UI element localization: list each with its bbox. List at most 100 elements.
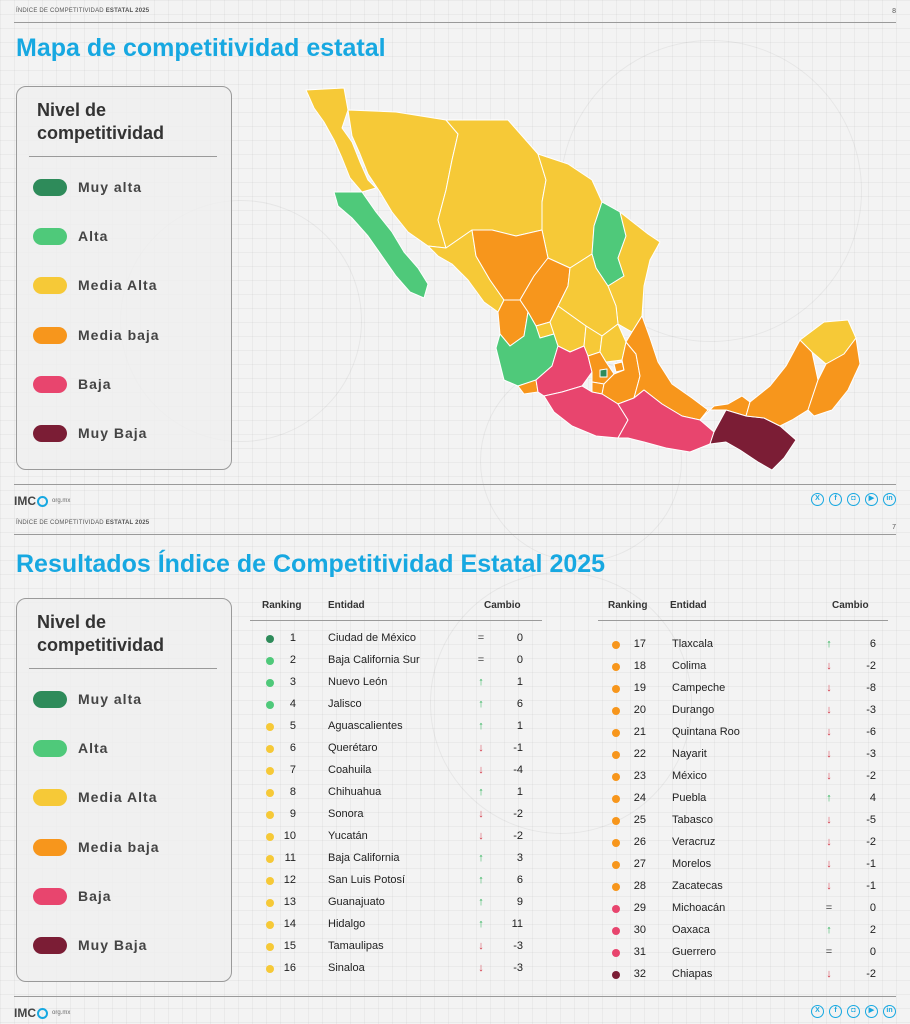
page-title: Mapa de competitividad estatal (16, 34, 386, 62)
entity-name: Michoacán (672, 902, 726, 914)
level-dot (612, 663, 620, 671)
legend-divider (29, 668, 217, 669)
entity-name: Sonora (328, 808, 364, 820)
instagram-icon[interactable]: ◘ (847, 493, 860, 506)
legend-label: Media baja (78, 327, 160, 343)
facebook-icon[interactable]: f (829, 1005, 842, 1018)
rank-value: 12 (283, 874, 296, 886)
change-value: -6 (866, 726, 876, 738)
mexico-states-map (305, 87, 861, 471)
instagram-icon[interactable]: ◘ (847, 1005, 860, 1018)
change-value: 0 (516, 632, 523, 644)
change-value: -8 (866, 682, 876, 694)
change-value: 1 (516, 676, 523, 688)
rank-value: 28 (633, 880, 646, 892)
entity-name: Sinaloa (328, 962, 365, 974)
arrow-up-icon: ↑ (478, 896, 484, 908)
level-dot (612, 707, 620, 715)
arrow-down-icon: ↓ (478, 742, 484, 754)
youtube-icon[interactable]: ▶ (865, 493, 878, 506)
equal-icon: = (477, 654, 485, 666)
legend-label: Muy Baja (78, 425, 148, 441)
entity-name: Durango (672, 704, 715, 716)
level-dot (266, 657, 274, 665)
change-value: 2 (869, 924, 876, 936)
facebook-icon[interactable]: f (829, 493, 842, 506)
entity-name: Puebla (672, 792, 707, 804)
arrow-up-icon: ↑ (826, 924, 832, 936)
level-dot (266, 855, 274, 863)
level-dot (612, 817, 620, 825)
table-row: 20 Durango ↓ -3 (0, 704, 910, 718)
header-entidad-right: Entidad (670, 600, 707, 611)
table-row: 26 Veracruz ↓ -2 (0, 836, 910, 850)
legend-item-alta: Alta (33, 738, 108, 758)
entity-name: Coahuila (328, 764, 372, 776)
arrow-down-icon: ↓ (478, 940, 484, 952)
level-dot (266, 899, 274, 907)
table-row: 21 Quintana Roo ↓ -6 (0, 726, 910, 740)
rank-value: 21 (633, 726, 646, 738)
x-icon[interactable]: X (811, 493, 824, 506)
linkedin-icon[interactable]: in (883, 493, 896, 506)
legend-label: Muy alta (78, 691, 143, 707)
entity-name: San Luis Potosí (328, 874, 406, 886)
entity-name: Aguascalientes (328, 720, 403, 732)
change-value: -2 (866, 968, 876, 980)
arrow-down-icon: ↓ (826, 748, 832, 760)
level-dot (612, 861, 620, 869)
table-row: 25 Tabasco ↓ -5 (0, 814, 910, 828)
arrow-down-icon: ↓ (826, 660, 832, 672)
change-value: -1 (866, 858, 876, 870)
legend-label: Alta (78, 740, 109, 756)
change-value: -2 (513, 808, 523, 820)
level-dot (266, 679, 274, 687)
table-row: 6 Querétaro ↓ -1 (0, 742, 910, 756)
level-dot (266, 723, 274, 731)
arrow-up-icon: ↑ (478, 918, 484, 930)
arrow-up-icon: ↑ (826, 792, 832, 804)
legend-item-media-baja: Media baja (33, 325, 160, 345)
change-value: 0 (869, 946, 876, 958)
state-baja-california-sur (333, 191, 429, 299)
level-dot (612, 949, 620, 957)
table-row: 32 Chiapas ↓ -2 (0, 968, 910, 982)
level-dot (612, 927, 620, 935)
entity-name: Campeche (672, 682, 726, 694)
entity-name: Nayarit (672, 748, 707, 760)
table-row: 16 Sinaloa ↓ -3 (0, 962, 910, 976)
rank-value: 10 (283, 830, 296, 842)
swatch-media-baja (33, 326, 67, 344)
legend-label: Baja (78, 376, 112, 392)
level-dot (612, 729, 620, 737)
arrow-down-icon: ↓ (826, 682, 832, 694)
table-row: 12 San Luis Potosí ↑ 6 (0, 874, 910, 888)
swatch-muy-alta (33, 178, 67, 196)
imco-logo: IMC org.mx (14, 1006, 71, 1020)
rank-value: 26 (633, 836, 646, 848)
report-header: ÍNDICE DE COMPETITIVIDAD ESTATAL 2025 (16, 520, 150, 526)
swatch-baja (33, 375, 67, 393)
equal-icon: = (477, 632, 485, 644)
level-dot (266, 701, 274, 709)
level-dot (266, 921, 274, 929)
change-value: 9 (516, 896, 523, 908)
arrow-down-icon: ↓ (826, 836, 832, 848)
x-icon[interactable]: X (811, 1005, 824, 1018)
entity-name: Tamaulipas (328, 940, 384, 952)
rank-value: 23 (633, 770, 646, 782)
level-dot (612, 971, 620, 979)
entity-name: México (672, 770, 707, 782)
table-row: 24 Puebla ↑ 4 (0, 792, 910, 806)
header-ranking-right: Ranking (608, 600, 648, 611)
legend-label: Media Alta (78, 277, 158, 293)
entity-name: Querétaro (328, 742, 378, 754)
table-row: 29 Michoacán = 0 (0, 902, 910, 916)
youtube-icon[interactable]: ▶ (865, 1005, 878, 1018)
change-value: -2 (866, 770, 876, 782)
legend-label: Media Alta (78, 789, 158, 805)
table-row: 17 Tlaxcala ↑ 6 (0, 638, 910, 652)
social-links: X f ◘ ▶ in (811, 1005, 896, 1018)
change-value: 6 (869, 638, 876, 650)
linkedin-icon[interactable]: in (883, 1005, 896, 1018)
